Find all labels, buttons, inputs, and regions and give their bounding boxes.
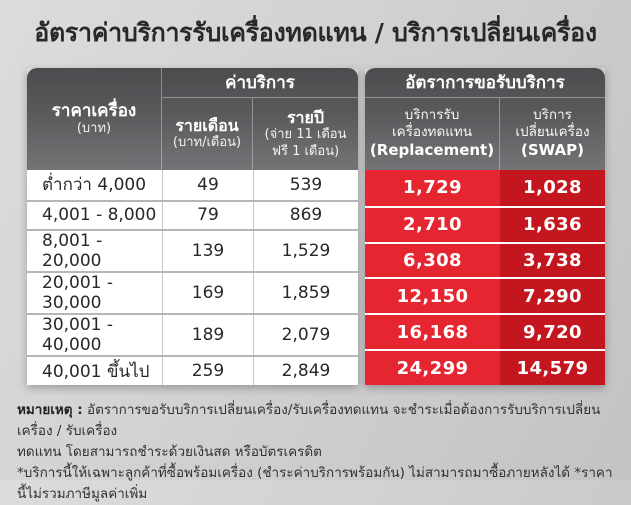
swap-rate-cell: 1,028 bbox=[500, 170, 605, 206]
service-fee-header: ราคาเครื่อง (บาท) ค่าบริการ รายเดือน (บา… bbox=[27, 68, 358, 170]
replacement-header-line2: เครื่องทดแทน bbox=[391, 124, 473, 141]
swap-rate-cell: 9,720 bbox=[500, 315, 605, 350]
table-row: 20,001 - 30,000 169 1,859 bbox=[27, 271, 358, 314]
page-title: อัตราค่าบริการรับเครื่องทดแทน / บริการเป… bbox=[34, 18, 597, 47]
column-header-monthly: รายเดือน (บาท/เดือน) bbox=[162, 98, 253, 170]
monthly-fee-cell: 79 bbox=[162, 201, 253, 230]
yearly-fee-cell: 2,849 bbox=[253, 357, 358, 385]
table-row: 16,168 9,720 bbox=[365, 313, 605, 350]
price-range-cell: 40,001 ขึ้นไป bbox=[42, 361, 150, 382]
column-header-price: ราคาเครื่อง (บาท) bbox=[27, 68, 162, 170]
table-row: 4,001 - 8,000 79 869 bbox=[27, 199, 358, 230]
swap-rate-cell: 14,579 bbox=[500, 351, 605, 385]
footnote-text-1: อัตราการขอรับบริการเปลี่ยนเครื่อง/รับเคร… bbox=[17, 402, 601, 439]
swap-header-eng: (SWAP) bbox=[521, 141, 584, 160]
table-row: 2,710 1,636 bbox=[365, 205, 605, 242]
footnote-line-2: ทดแทน โดยสามารถชำระด้วยเงินสด หรือบัตรเค… bbox=[17, 443, 322, 460]
footnotes: หมายเหตุ : อัตราการขอรับบริการเปลี่ยนเคร… bbox=[17, 400, 617, 505]
price-range-cell: 8,001 - 20,000 bbox=[42, 231, 103, 272]
price-range-cell: ต่ำกว่า 4,000 bbox=[42, 175, 147, 196]
table-row: 30,001 - 40,000 189 2,079 bbox=[27, 313, 358, 356]
swap-header-line1: บริการ bbox=[533, 107, 572, 124]
monthly-fee-cell: 49 bbox=[162, 170, 253, 200]
service-fee-table: ราคาเครื่อง (บาท) ค่าบริการ รายเดือน (บา… bbox=[27, 68, 358, 385]
service-rate-header: อัตราการขอรับบริการ บริการรับ เครื่องทดแ… bbox=[365, 68, 605, 170]
replacement-rate-cell: 16,168 bbox=[365, 315, 500, 350]
monthly-header-main: รายเดือน bbox=[175, 116, 239, 136]
swap-rate-cell: 7,290 bbox=[500, 279, 605, 314]
fee-group-header: ค่าบริการ bbox=[162, 68, 358, 98]
rate-subheaders: บริการรับ เครื่องทดแทน (Replacement) บริ… bbox=[365, 98, 605, 170]
fee-columns: ค่าบริการ รายเดือน (บาท/เดือน) รายปี (จ่… bbox=[162, 68, 358, 170]
rate-group-header: อัตราการขอรับบริการ bbox=[365, 68, 605, 98]
yearly-fee-cell: 1,859 bbox=[253, 273, 358, 314]
column-header-swap: บริการ เปลี่ยนเครื่อง (SWAP) bbox=[500, 98, 605, 170]
price-range-cell: 20,001 - 30,000 bbox=[42, 273, 114, 314]
yearly-fee-cell: 1,529 bbox=[253, 231, 358, 272]
table-row: ต่ำกว่า 4,000 49 539 bbox=[27, 170, 358, 200]
replacement-rate-cell: 1,729 bbox=[365, 170, 500, 206]
replacement-rate-cell: 24,299 bbox=[365, 351, 500, 385]
price-range-cell: 4,001 - 8,000 bbox=[42, 205, 157, 226]
footnote-line-3: *บริการนี้ให้เฉพาะลูกค้าที่ซื้อพร้อมเครื… bbox=[17, 464, 613, 502]
table-row: 40,001 ขึ้นไป 259 2,849 bbox=[27, 355, 358, 385]
column-header-replacement: บริการรับ เครื่องทดแทน (Replacement) bbox=[365, 98, 500, 170]
yearly-fee-cell: 869 bbox=[253, 201, 358, 230]
swap-rate-cell: 1,636 bbox=[500, 207, 605, 242]
replacement-rate-cell: 12,150 bbox=[365, 279, 500, 314]
replacement-rate-cell: 2,710 bbox=[365, 207, 500, 242]
replacement-header-line1: บริการรับ bbox=[404, 107, 460, 124]
monthly-header-unit: (บาท/เดือน) bbox=[172, 135, 242, 151]
rate-columns: อัตราการขอรับบริการ บริการรับ เครื่องทดแ… bbox=[365, 68, 605, 170]
replacement-rate-cell: 6,308 bbox=[365, 243, 500, 278]
table-row: 1,729 1,028 bbox=[365, 170, 605, 206]
table-row: 8,001 - 20,000 139 1,529 bbox=[27, 229, 358, 272]
column-header-yearly: รายปี (จ่าย 11 เดือน ฟรี 1 เดือน) bbox=[253, 98, 358, 170]
monthly-fee-cell: 169 bbox=[162, 273, 253, 314]
yearly-header-main: รายปี bbox=[286, 108, 325, 128]
service-rate-body: 1,729 1,028 2,710 1,636 6,308 3,738 12,1… bbox=[365, 170, 605, 385]
yearly-header-note: (จ่าย 11 เดือน ฟรี 1 เดือน) bbox=[264, 127, 347, 159]
monthly-fee-cell: 259 bbox=[162, 357, 253, 385]
footnote-line-1: หมายเหตุ : อัตราการขอรับบริการเปลี่ยนเคร… bbox=[17, 400, 617, 442]
price-range-cell: 30,001 - 40,000 bbox=[42, 315, 114, 356]
swap-rate-cell: 3,738 bbox=[500, 243, 605, 278]
monthly-fee-cell: 139 bbox=[162, 231, 253, 272]
service-fee-body: ต่ำกว่า 4,000 49 539 4,001 - 8,000 79 86… bbox=[27, 170, 358, 385]
price-header-main: ราคาเครื่อง bbox=[51, 100, 137, 121]
table-row: 6,308 3,738 bbox=[365, 241, 605, 278]
service-rate-table: อัตราการขอรับบริการ บริการรับ เครื่องทดแ… bbox=[365, 68, 605, 385]
table-row: 24,299 14,579 bbox=[365, 349, 605, 385]
table-row: 12,150 7,290 bbox=[365, 277, 605, 314]
monthly-fee-cell: 189 bbox=[162, 315, 253, 356]
fee-subheaders: รายเดือน (บาท/เดือน) รายปี (จ่าย 11 เดือ… bbox=[162, 98, 358, 170]
price-header-unit: (บาท) bbox=[76, 121, 112, 137]
replacement-header-eng: (Replacement) bbox=[369, 141, 495, 160]
footnote-label: หมายเหตุ : bbox=[17, 402, 83, 418]
yearly-fee-cell: 2,079 bbox=[253, 315, 358, 356]
swap-header-line2: เปลี่ยนเครื่อง bbox=[515, 124, 590, 141]
yearly-fee-cell: 539 bbox=[253, 170, 358, 200]
